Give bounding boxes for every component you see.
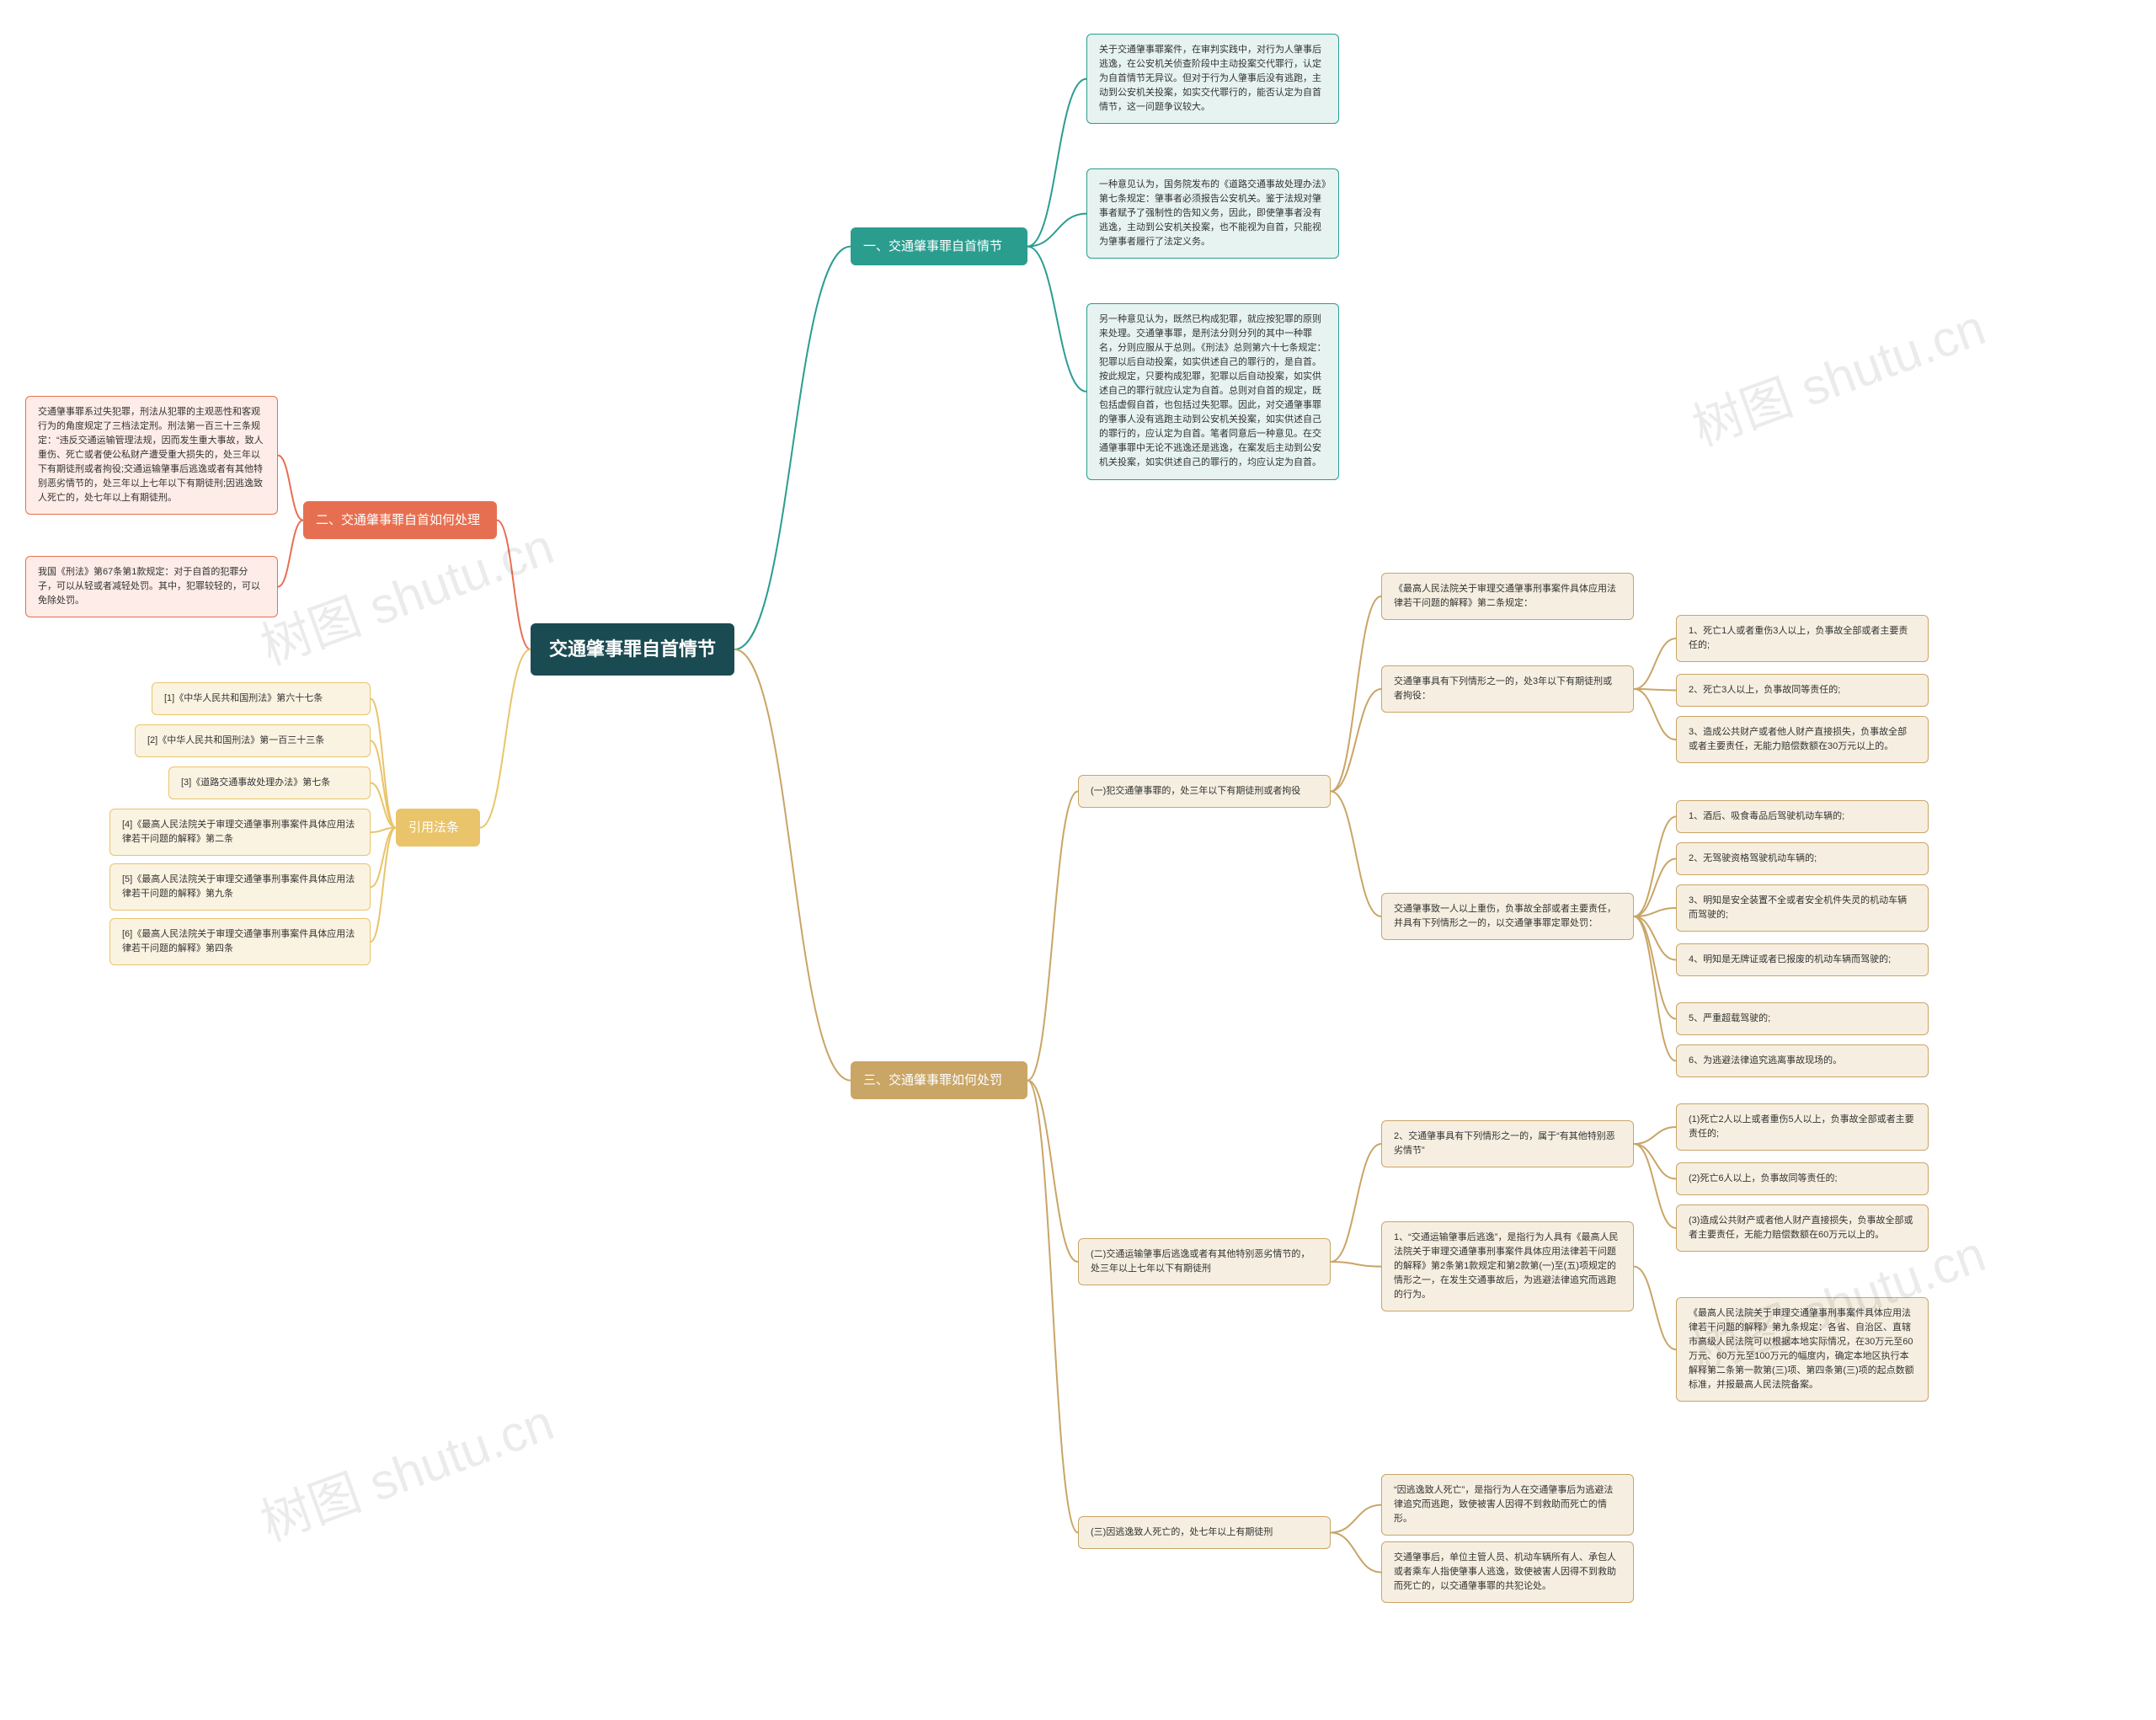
b4-s1-g2-i3: 4、明知是无牌证或者已报废的机动车辆而驾驶的; [1676, 943, 1929, 976]
b4-s2: (二)交通运输肇事后逃逸或者有其他特别恶劣情节的，处三年以上七年以下有期徒刑 [1078, 1238, 1331, 1285]
b4-s3-i0: “因逃逸致人死亡”，是指行为人在交通肇事后为逃避法律追究而逃跑，致使被害人因得不… [1381, 1474, 1634, 1536]
b4-s1-g2-i4: 5、严重超载驾驶的; [1676, 1002, 1929, 1035]
b4-s1-g1: 交通肇事具有下列情形之一的，处3年以下有期徒刑或者拘役： [1381, 665, 1634, 713]
branch-1: 一、交通肇事罪自首情节 [851, 227, 1027, 265]
root-node: 交通肇事罪自首情节 [531, 623, 734, 676]
b4-s2-sub1: 1、“交通运输肇事后逃逸”，是指行为人具有《最高人民法院关于审理交通肇事刑事案件… [1381, 1221, 1634, 1311]
b4-s1-g2-i5: 6、为逃避法律追究逃离事故现场的。 [1676, 1044, 1929, 1077]
b1-leaf-1: 一种意见认为，国务院发布的《道路交通事故处理办法》第七条规定：肇事者必须报告公安… [1086, 168, 1339, 259]
branch-2: 二、交通肇事罪自首如何处理 [303, 501, 497, 539]
b3-leaf-1: [2]《中华人民共和国刑法》第一百三十三条 [135, 724, 371, 757]
b3-leaf-3: [4]《最高人民法院关于审理交通肇事刑事案件具体应用法律若干问题的解释》第二条 [109, 809, 371, 856]
b4-s1-g1-i1: 2、死亡3人以上，负事故同等责任的; [1676, 674, 1929, 707]
b4-s1-g2-i1: 2、无驾驶资格驾驶机动车辆的; [1676, 842, 1929, 875]
b1-leaf-2: 另一种意见认为，既然已构成犯罪，就应按犯罪的原则来处理。交通肇事罪，是刑法分则分… [1086, 303, 1339, 480]
b3-leaf-2: [3]《道路交通事故处理办法》第七条 [168, 767, 371, 799]
b2-leaf-0: 交通肇事罪系过失犯罪，刑法从犯罪的主观恶性和客观行为的角度规定了三档法定刑。刑法… [25, 396, 278, 515]
b3-leaf-4: [5]《最高人民法院关于审理交通肇事刑事案件具体应用法律若干问题的解释》第九条 [109, 863, 371, 911]
b4-s3-i1: 交通肇事后，单位主管人员、机动车辆所有人、承包人或者乘车人指使肇事人逃逸，致使被… [1381, 1541, 1634, 1603]
b2-leaf-1: 我国《刑法》第67条第1款规定：对于自首的犯罪分子，可以从轻或者减轻处罚。其中，… [25, 556, 278, 617]
watermark: 树图 shutu.cn [1681, 286, 1993, 460]
branch-4: 三、交通肇事罪如何处罚 [851, 1061, 1027, 1099]
b4-s1-g1-i2: 3、造成公共财产或者他人财产直接损失，负事故全部或者主要责任，无能力赔偿数额在3… [1676, 716, 1929, 763]
b4-s2-sub2-i2: (3)造成公共财产或者他人财产直接损失，负事故全部或者主要责任，无能力赔偿数额在… [1676, 1205, 1929, 1252]
b1-leaf-0: 关于交通肇事罪案件，在审判实践中，对行为人肇事后逃逸，在公安机关侦查阶段中主动投… [1086, 34, 1339, 124]
b4-s1-g1-i0: 1、死亡1人或者重伤3人以上，负事故全部或者主要责任的; [1676, 615, 1929, 662]
b4-s3: (三)因逃逸致人死亡的，处七年以上有期徒刑 [1078, 1516, 1331, 1549]
b3-leaf-5: [6]《最高人民法院关于审理交通肇事刑事案件具体应用法律若干问题的解释》第四条 [109, 918, 371, 965]
b4-s2-sub2-i1: (2)死亡6人以上，负事故同等责任的; [1676, 1162, 1929, 1195]
b4-s1-g2-i2: 3、明知是安全装置不全或者安全机件失灵的机动车辆而驾驶的; [1676, 884, 1929, 932]
b4-s2-sub2: 2、交通肇事具有下列情形之一的，属于“有其他特别恶劣情节” [1381, 1120, 1634, 1167]
b4-s1-intro: 《最高人民法院关于审理交通肇事刑事案件具体应用法律若干问题的解释》第二条规定： [1381, 573, 1634, 620]
b4-s1: (一)犯交通肇事罪的，处三年以下有期徒刑或者拘役 [1078, 775, 1331, 808]
b4-s2-extra: 《最高人民法院关于审理交通肇事刑事案件具体应用法律若干问题的解释》第九条规定：各… [1676, 1297, 1929, 1402]
b4-s1-g2-i0: 1、酒后、吸食毒品后驾驶机动车辆的; [1676, 800, 1929, 833]
watermark: 树图 shutu.cn [249, 1381, 562, 1555]
branch-3: 引用法条 [396, 809, 480, 847]
b4-s2-sub2-i0: (1)死亡2人以上或者重伤5人以上，负事故全部或者主要责任的; [1676, 1103, 1929, 1151]
b4-s1-g2: 交通肇事致一人以上重伤，负事故全部或者主要责任，并具有下列情形之一的，以交通肇事… [1381, 893, 1634, 940]
b3-leaf-0: [1]《中华人民共和国刑法》第六十七条 [152, 682, 371, 715]
